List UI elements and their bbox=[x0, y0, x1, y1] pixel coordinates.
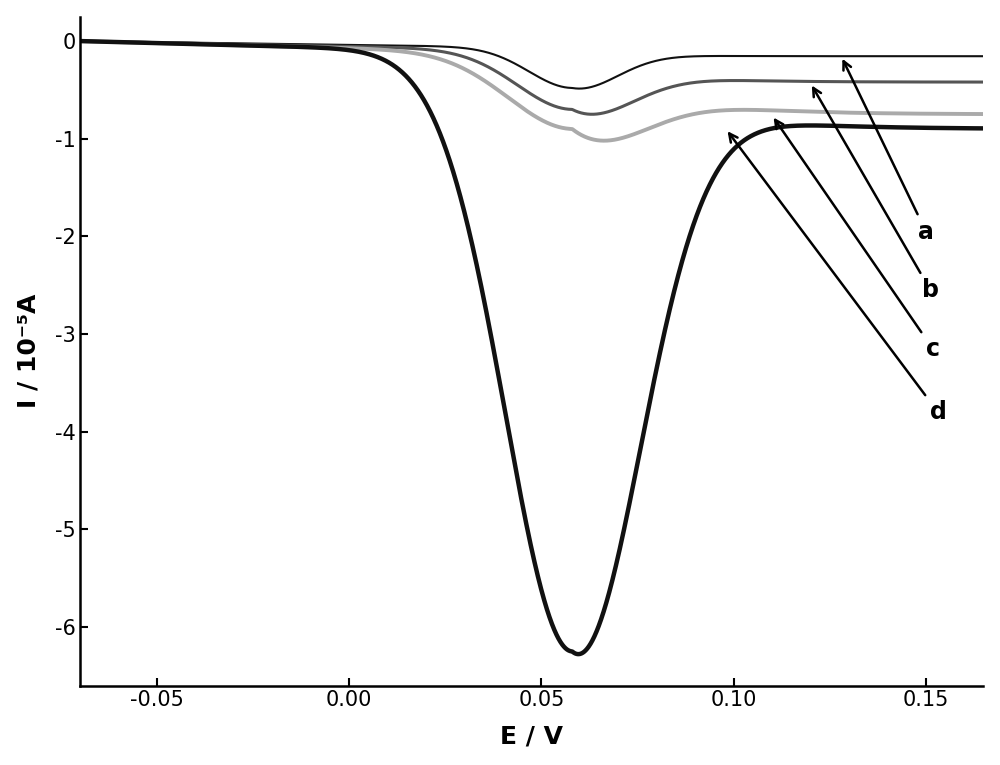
Y-axis label: I / 10⁻⁵A: I / 10⁻⁵A bbox=[17, 294, 41, 409]
Text: b: b bbox=[813, 88, 939, 302]
Text: c: c bbox=[775, 120, 940, 360]
X-axis label: E / V: E / V bbox=[500, 724, 563, 748]
Text: d: d bbox=[729, 133, 946, 424]
Text: a: a bbox=[843, 61, 934, 243]
